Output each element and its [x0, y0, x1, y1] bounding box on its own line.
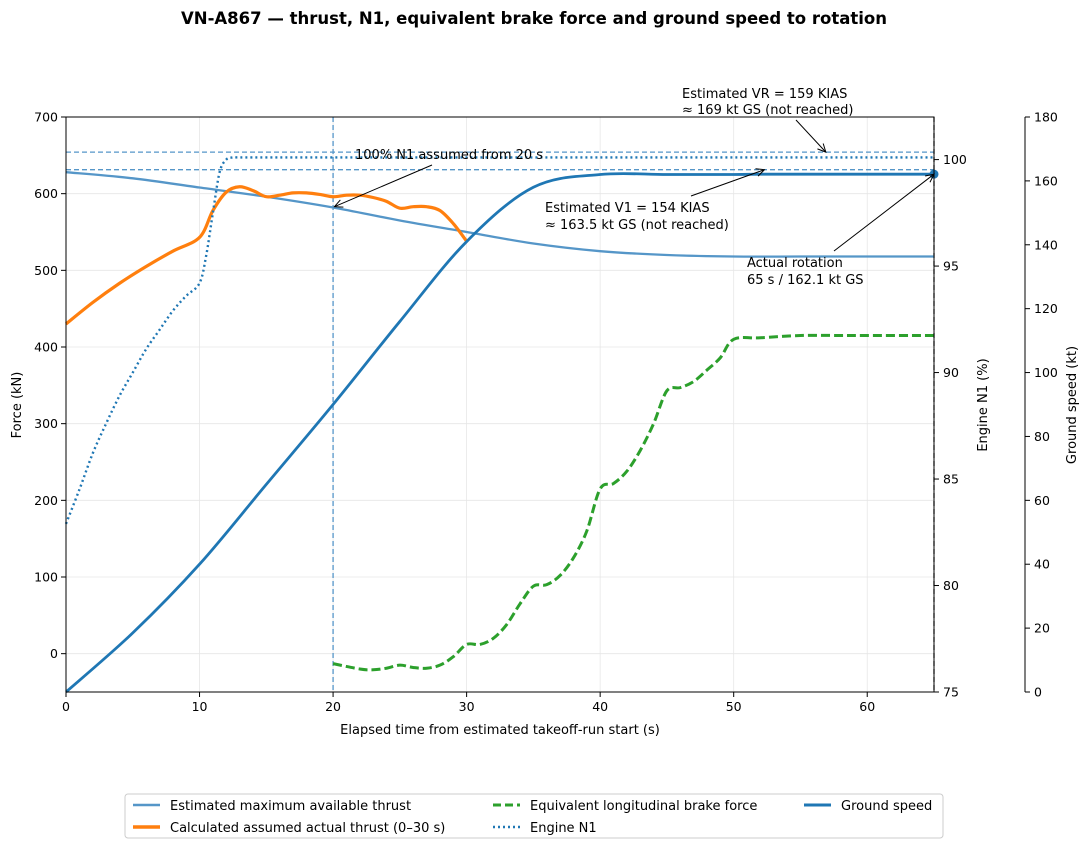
legend-frame: [124, 793, 944, 839]
y-tick-label-n1: 90: [943, 365, 959, 380]
y-tick-label-force: 100: [34, 570, 58, 585]
plot-frame: [65, 116, 935, 693]
legend-label-actual-thrust: Calculated assumed actual thrust (0–30 s…: [170, 821, 445, 836]
y-tick-label-force: 700: [34, 110, 58, 125]
y-tick-label-gs: 100: [1034, 365, 1058, 380]
annotation-vr-line1: Estimated VR = 159 KIAS: [682, 87, 847, 102]
arrow-v1-head: [755, 168, 766, 177]
y-tick-label-gs: 40: [1034, 557, 1050, 572]
annotations: 100% N1 assumed from 20 s Estimated V1 =…: [333, 87, 935, 288]
x-tick-label: 20: [325, 699, 341, 714]
reference-lines: [66, 117, 935, 692]
y-tick-label-force: 300: [34, 416, 58, 431]
legend-label-n1: Engine N1: [530, 821, 597, 836]
x-tick-label: 10: [192, 699, 208, 714]
annotation-v1-line2: ≈ 163.5 kt GS (not reached): [545, 218, 729, 233]
y-tick-label-n1: 80: [943, 578, 959, 593]
arrow-vr-head: [817, 143, 827, 153]
x-axis-label: Elapsed time from estimated takeoff-run …: [340, 723, 660, 738]
arrow-v1: [690, 169, 765, 197]
y-tick-label-n1: 95: [943, 259, 959, 274]
y-tick-label-gs: 140: [1034, 237, 1058, 252]
y-tick-label-gs: 180: [1034, 110, 1058, 125]
y-tick-label-gs: 20: [1034, 621, 1050, 636]
y-tick-label-force: 400: [34, 340, 58, 355]
y-tick-label-gs: 80: [1034, 429, 1050, 444]
y-tick-label-n1: 100: [943, 152, 967, 167]
x-tick-label: 60: [859, 699, 875, 714]
series-max-thrust: [65, 171, 934, 258]
y-tick-label-force: 200: [34, 493, 58, 508]
y-tick-label-force: 500: [34, 263, 58, 278]
y-axis-label-force: Force (kN): [10, 372, 25, 439]
y-tick-label-gs: 60: [1034, 493, 1050, 508]
annotation-v1-line1: Estimated V1 = 154 KIAS: [545, 201, 710, 216]
y-axis-label-n1: Engine N1 (%): [976, 358, 991, 451]
x-tick-label: 50: [726, 699, 742, 714]
legend-label-brake: Equivalent longitudinal brake force: [530, 799, 757, 814]
legend-label-max-thrust: Estimated maximum available thrust: [170, 799, 411, 814]
y-tick-label-force: 0: [50, 646, 58, 661]
arrow-rotation-head: [925, 173, 935, 183]
y-tick-label-gs: 0: [1034, 685, 1042, 700]
y-tick-label-gs: 160: [1034, 173, 1058, 188]
arrow-n1-head: [333, 199, 344, 208]
series-brake-force: [332, 333, 934, 672]
arrow-rotation: [833, 173, 935, 252]
axes: 0 10 20 30 40 50 60010020030040050060070075808…: [34, 110, 1058, 715]
legend: Estimated maximum available thrust Calcu…: [124, 793, 944, 839]
annotation-rotation-line1: Actual rotation: [747, 256, 843, 271]
series-engine-n1: [64, 156, 934, 525]
grid: [65, 116, 934, 692]
y-tick-label-n1: 85: [943, 472, 959, 487]
chart-title: VN-A867 — thrust, N1, equivalent brake f…: [181, 9, 887, 28]
series-ground-speed: [65, 172, 934, 694]
y-tick-label-force: 600: [34, 186, 58, 201]
series-actual-thrust: [64, 185, 468, 326]
y-axis-label-gs: Ground speed (kt): [1065, 346, 1080, 464]
y-tick-label-n1: 75: [943, 685, 959, 700]
annotation-rotation-line2: 65 s / 162.1 kt GS: [747, 273, 864, 288]
arrow-vr: [795, 119, 827, 153]
arrow-n1: [334, 164, 433, 208]
x-tick-label: 0: [62, 699, 70, 714]
series-lines: [64, 156, 939, 694]
y-tick-label-gs: 120: [1034, 301, 1058, 316]
annotation-n1: 100% N1 assumed from 20 s: [355, 148, 543, 163]
legend-label-gs: Ground speed: [841, 799, 932, 814]
x-tick-label: 40: [592, 699, 608, 714]
annotation-vr-line2: ≈ 169 kt GS (not reached): [682, 103, 853, 118]
x-tick-label: 30: [459, 699, 475, 714]
